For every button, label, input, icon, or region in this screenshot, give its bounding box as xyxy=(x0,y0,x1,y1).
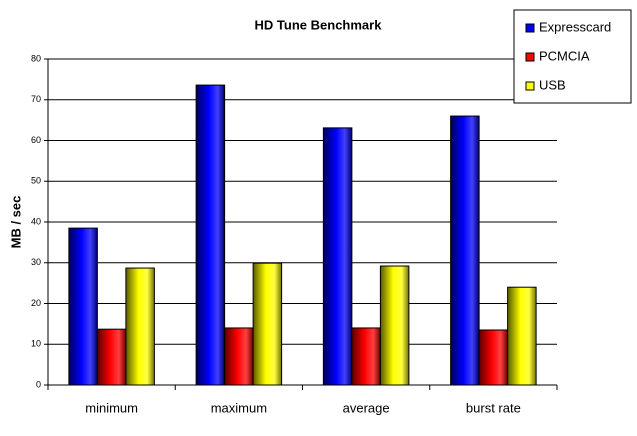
x-tick-label: minimum xyxy=(85,400,138,415)
bar xyxy=(351,327,381,386)
bar xyxy=(322,127,353,386)
y-tick-label: 60 xyxy=(31,135,41,145)
y-tick-label: 20 xyxy=(31,298,41,308)
bar xyxy=(478,329,509,386)
bar xyxy=(379,265,410,386)
y-tick-label: 80 xyxy=(31,53,41,63)
bar xyxy=(450,115,480,386)
y-tick-label: 70 xyxy=(31,94,41,104)
bar xyxy=(224,327,254,386)
x-tick-label: average xyxy=(343,400,390,415)
legend-label: Expresscard xyxy=(539,19,611,34)
bar xyxy=(195,84,226,386)
y-tick-label: 30 xyxy=(31,257,41,267)
y-axis-label: MB / sec xyxy=(8,196,23,249)
bar xyxy=(96,328,127,386)
x-tick-label: burst rate xyxy=(466,400,521,415)
chart-title: HD Tune Benchmark xyxy=(255,17,383,32)
y-tick-label: 40 xyxy=(31,216,41,226)
legend-swatch xyxy=(525,81,535,91)
bar xyxy=(507,286,537,386)
legend-swatch xyxy=(525,23,535,33)
bar xyxy=(252,262,283,386)
x-tick-label: maximum xyxy=(211,400,267,415)
bar xyxy=(125,267,155,386)
y-tick-label: 10 xyxy=(31,339,41,349)
legend-label: PCMCIA xyxy=(539,48,590,63)
legend-swatch xyxy=(525,52,535,62)
legend-label: USB xyxy=(539,77,566,92)
bar xyxy=(68,227,98,386)
y-tick-label: 0 xyxy=(36,379,41,389)
y-tick-label: 50 xyxy=(31,176,41,186)
